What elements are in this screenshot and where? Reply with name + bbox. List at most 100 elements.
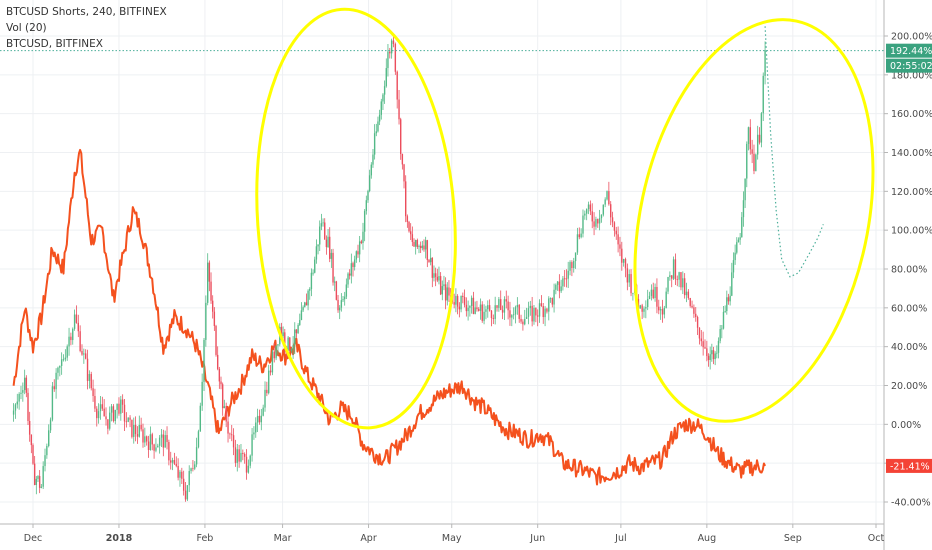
shorts-candle-body: [365, 200, 368, 212]
shorts-candle-body: [289, 337, 291, 351]
legend-volume[interactable]: Vol (20): [6, 22, 47, 34]
shorts-candle-body: [661, 309, 664, 315]
shorts-candle-body: [553, 289, 555, 305]
shorts-candle-body: [478, 309, 480, 311]
shorts-candle-body: [400, 119, 402, 154]
shorts-candle-body: [656, 286, 658, 307]
shorts-candle-body: [387, 51, 389, 69]
shorts-candle-body: [201, 381, 203, 406]
shorts-candle-body: [409, 231, 412, 235]
shorts-candle-body: [639, 305, 641, 309]
shorts-candle-body: [182, 478, 185, 491]
shorts-candle-body: [49, 419, 52, 431]
shorts-candle-body: [203, 339, 205, 382]
shorts-candle-body: [747, 127, 750, 144]
shorts-candle-body: [322, 222, 324, 224]
shorts-candle-body: [474, 307, 476, 314]
shorts-candle-body: [729, 295, 731, 302]
btcusd-price-tag[interactable]: [886, 458, 932, 473]
shorts-candle-body: [527, 308, 530, 317]
shorts-candle-body: [51, 386, 54, 420]
shorts-candle-body: [546, 308, 548, 312]
shorts-candle-body: [511, 315, 513, 318]
shorts-candle-body: [587, 204, 590, 210]
shorts-candle-body: [72, 328, 74, 341]
shorts-candle-body: [571, 262, 573, 269]
shorts-candle-body: [299, 320, 301, 325]
shorts-candle-body: [734, 252, 736, 261]
shorts-candle-body: [467, 307, 469, 312]
shorts-candle-body: [343, 296, 346, 300]
legend-shorts[interactable]: BTCUSD Shorts, 240, BITFINEX: [6, 6, 167, 18]
shorts-candle-body: [70, 336, 72, 341]
shorts-candle-body: [317, 244, 319, 247]
shorts-candle-body: [576, 234, 579, 253]
countdown-tag[interactable]: [886, 58, 932, 73]
shorts-candle-body: [131, 419, 133, 437]
shorts-candle-body: [632, 292, 634, 294]
shorts-candle-body: [483, 311, 485, 321]
shorts-candle-body: [232, 435, 235, 448]
shorts-candle-body: [396, 71, 398, 100]
shorts-candle-body: [280, 326, 283, 337]
shorts-candle-body: [127, 417, 129, 422]
shorts-candle-body: [305, 302, 308, 306]
shorts-candle-body: [628, 274, 630, 283]
shorts-candle-body: [297, 324, 299, 334]
shorts-candle-body: [421, 245, 424, 249]
y-tick-label: 200.00%: [891, 32, 932, 43]
shorts-candle-body: [562, 278, 564, 287]
shorts-candle-body: [229, 433, 231, 435]
y-tick-label: 120.00%: [891, 187, 932, 198]
shorts-candle-body: [737, 239, 740, 243]
shorts-candle-body: [302, 307, 304, 311]
shorts-candle-body: [548, 298, 550, 312]
shorts-candle-body: [329, 236, 331, 259]
shorts-candle-body: [55, 372, 57, 390]
shorts-candle-body: [378, 114, 381, 122]
shorts-candle-body: [181, 471, 183, 479]
shorts-candle-body: [580, 233, 582, 238]
shorts-price-tag[interactable]: [886, 43, 932, 58]
shorts-candle-body: [66, 346, 68, 358]
legend-btcusd[interactable]: BTCUSD, BITFINEX: [6, 38, 103, 50]
shorts-candle-body: [608, 191, 610, 205]
shorts-candle-body: [392, 40, 395, 44]
shorts-candle-body: [264, 389, 266, 408]
shorts-candle-body: [438, 276, 440, 281]
shorts-candle-body: [755, 154, 757, 172]
shorts-candle-body: [22, 390, 24, 393]
shorts-candle-body: [622, 259, 625, 263]
shorts-candle-body: [170, 460, 172, 463]
shorts-candle-body: [706, 348, 708, 357]
shorts-candle-body: [448, 287, 450, 296]
shorts-candle-body: [764, 50, 766, 76]
shorts-candle-body: [428, 260, 430, 263]
shorts-candle-body: [558, 281, 561, 292]
shorts-price-tag-text: 192.44%: [890, 46, 932, 57]
shorts-candle-body: [624, 259, 627, 269]
shorts-candle-body: [760, 113, 763, 143]
shorts-candle-body: [158, 437, 161, 446]
shorts-candle-body: [418, 245, 420, 247]
shorts-candle-body: [28, 420, 31, 435]
shorts-candle-body: [563, 278, 566, 280]
shorts-candle-body: [597, 219, 599, 224]
shorts-candle-body: [516, 304, 519, 308]
shorts-candle-body: [273, 351, 275, 359]
shorts-candle-body: [149, 434, 152, 450]
shorts-candle-body: [744, 178, 746, 201]
shorts-candle-body: [213, 311, 216, 326]
shorts-candle-body: [726, 297, 728, 312]
shorts-candle-body: [524, 318, 526, 325]
shorts-candle-body: [86, 358, 89, 381]
shorts-candle-body: [179, 471, 181, 478]
y-tick-label: 80.00%: [891, 265, 927, 276]
shorts-candle-body: [518, 304, 520, 319]
shorts-candle-body: [114, 409, 116, 422]
shorts-candle-body: [260, 415, 263, 423]
shorts-candle-body: [487, 305, 489, 310]
shorts-candle-body: [465, 304, 468, 312]
shorts-candle-body: [210, 281, 212, 301]
shorts-candle-body: [488, 305, 491, 311]
